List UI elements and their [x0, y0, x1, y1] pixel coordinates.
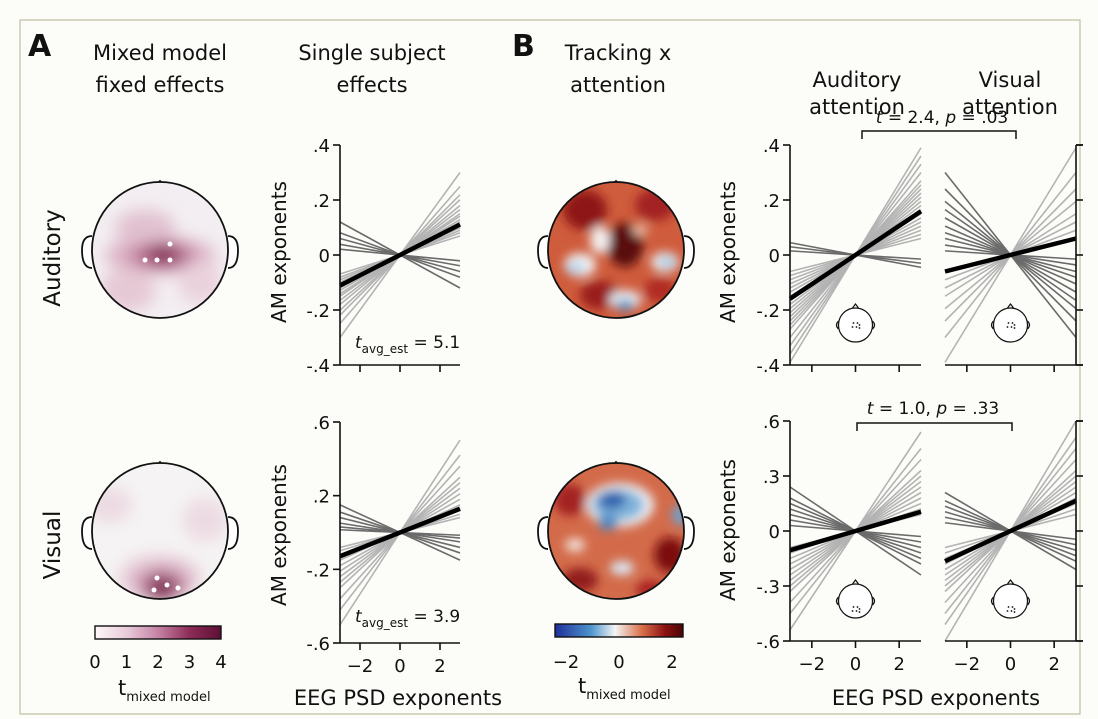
y-tick-label: -.2: [756, 301, 780, 322]
colorbar-mixed: 0 1 2 3 4 tmixed model: [89, 625, 227, 705]
col-title-single-1: Single subject: [298, 41, 445, 65]
col-title-mixed-2: fixed effects: [96, 73, 225, 97]
panel-letter-b: B: [512, 29, 535, 64]
y-tick-label: 0: [769, 522, 780, 543]
y-tick-label: -.6: [756, 632, 780, 653]
chart-single_visual: .6 .2 -.2 -.6 −2 0 2: [306, 413, 461, 677]
colorbar-mixed-tick: 1: [121, 652, 132, 673]
topomap-visual-tracking: [537, 460, 695, 600]
col-title-aud-att-1: Auditory: [813, 68, 902, 92]
colorbar-mixed-tick: 0: [89, 652, 100, 673]
y-tick-label: .6: [313, 413, 330, 434]
x-tick-label: −2: [347, 656, 374, 677]
average-line: [789, 509, 922, 553]
figure-frame: [19, 19, 1081, 715]
panel-letter-a: A: [28, 29, 52, 64]
x-tick-label: −2: [954, 654, 981, 675]
ylabel-tracking-auditory: AM exponents: [716, 181, 740, 323]
y-tick-label: .4: [763, 136, 780, 157]
average-line: [944, 236, 1077, 274]
average-line: [944, 498, 1077, 564]
bracket-top: t = 2.4, p = .03: [861, 108, 1017, 139]
row-label-auditory: Auditory: [40, 209, 66, 306]
average-line: [338, 222, 462, 288]
y-tick-label: .4: [313, 136, 330, 157]
colorbar-tracking-label: tmixed model: [578, 674, 671, 703]
colorbar-tracking-tick: −2: [553, 652, 580, 673]
colorbar-tracking: −2 0 2 tmixed model: [553, 623, 684, 703]
chart-single_auditory: .4 .2 0 -.2 -.4: [306, 136, 462, 377]
chart-tracking_visual_attention: [944, 144, 1083, 372]
stat-auditory: tavg_est = 5.1: [355, 333, 460, 356]
head-inset: [835, 579, 876, 619]
charts-layer: .4 .2 0 -.2 -.4 .6 .2 -.2 -.6 −2 0 2 .4 .2 0 -.2 -.4 .6 .3…: [306, 136, 1083, 677]
col-title-mixed-1: Mixed model: [93, 41, 227, 65]
row-label-visual: Visual: [40, 511, 66, 580]
ylabel-single-visual: AM exponents: [267, 464, 291, 606]
xlabel-single: EEG PSD exponents: [294, 686, 502, 710]
xlabel-tracking: EEG PSD exponents: [832, 686, 1040, 710]
head-inset: [990, 303, 1031, 343]
topomap-visual-mixed: [81, 460, 239, 600]
y-tick-label: -.2: [306, 560, 330, 581]
x-tick-label: 0: [1005, 654, 1016, 675]
y-tick-label: 0: [769, 246, 780, 267]
average-line: [788, 209, 923, 301]
y-tick-label: -.4: [756, 356, 780, 377]
col-title-tracking-2: attention: [570, 73, 666, 97]
colorbar-mixed-tick: 3: [184, 652, 195, 673]
topomap-auditory-mixed: [81, 179, 239, 319]
stat-visual: tavg_est = 3.9: [355, 607, 460, 630]
y-tick-label: -.3: [756, 577, 780, 598]
y-tick-label: .6: [763, 412, 780, 433]
col-title-single-2: effects: [336, 73, 407, 97]
y-tick-label: -.2: [306, 301, 330, 322]
x-tick-label: 2: [1048, 654, 1059, 675]
y-tick-label: 0: [319, 246, 330, 267]
stat-compare-bottom: t = 1.0, p = .33: [867, 399, 999, 419]
head-inset: [990, 579, 1031, 619]
x-tick-label: −2: [799, 654, 826, 675]
y-tick-label: .2: [313, 191, 330, 212]
head-inset: [835, 303, 876, 343]
bracket-bottom: t = 1.0, p = .33: [856, 399, 1013, 431]
y-tick-label: -.6: [306, 634, 330, 655]
colorbar-mixed-tick: 2: [152, 652, 163, 673]
y-tick-label: -.4: [306, 356, 330, 377]
y-tick-label: .2: [313, 487, 330, 508]
average-line: [339, 506, 461, 559]
stat-compare-top: t = 2.4, p = .03: [876, 108, 1008, 128]
y-tick-label: .3: [763, 467, 780, 488]
chart-tracking_auditory_attention: .4 .2 0 -.2 -.4: [756, 136, 923, 377]
col-title-vis-att-2: attention: [962, 95, 1058, 119]
x-tick-label: 0: [850, 654, 861, 675]
chart-visual_visual_attention: −2 0 2: [944, 420, 1083, 675]
x-tick-label: 2: [434, 656, 445, 677]
colorbar-mixed-label: tmixed model: [118, 676, 211, 705]
ylabel-single-auditory: AM exponents: [267, 181, 291, 323]
x-tick-label: 2: [893, 654, 904, 675]
chart-visual_auditory_attention: .6 .3 0 -.3 -.6 −2 0 2: [756, 412, 922, 675]
ylabel-tracking-visual: AM exponents: [716, 459, 740, 601]
colorbar-tracking-tick: 0: [613, 652, 624, 673]
y-tick-label: .2: [763, 191, 780, 212]
colorbar-tracking-tick: 2: [666, 652, 677, 673]
col-title-aud-att-2: attention: [809, 95, 905, 119]
col-title-tracking-1: Tracking x: [564, 41, 672, 65]
topomap-auditory-tracking: [537, 179, 695, 319]
colorbar-mixed-tick: 4: [215, 652, 226, 673]
col-title-vis-att-1: Visual: [979, 68, 1042, 92]
x-tick-label: 0: [394, 656, 405, 677]
